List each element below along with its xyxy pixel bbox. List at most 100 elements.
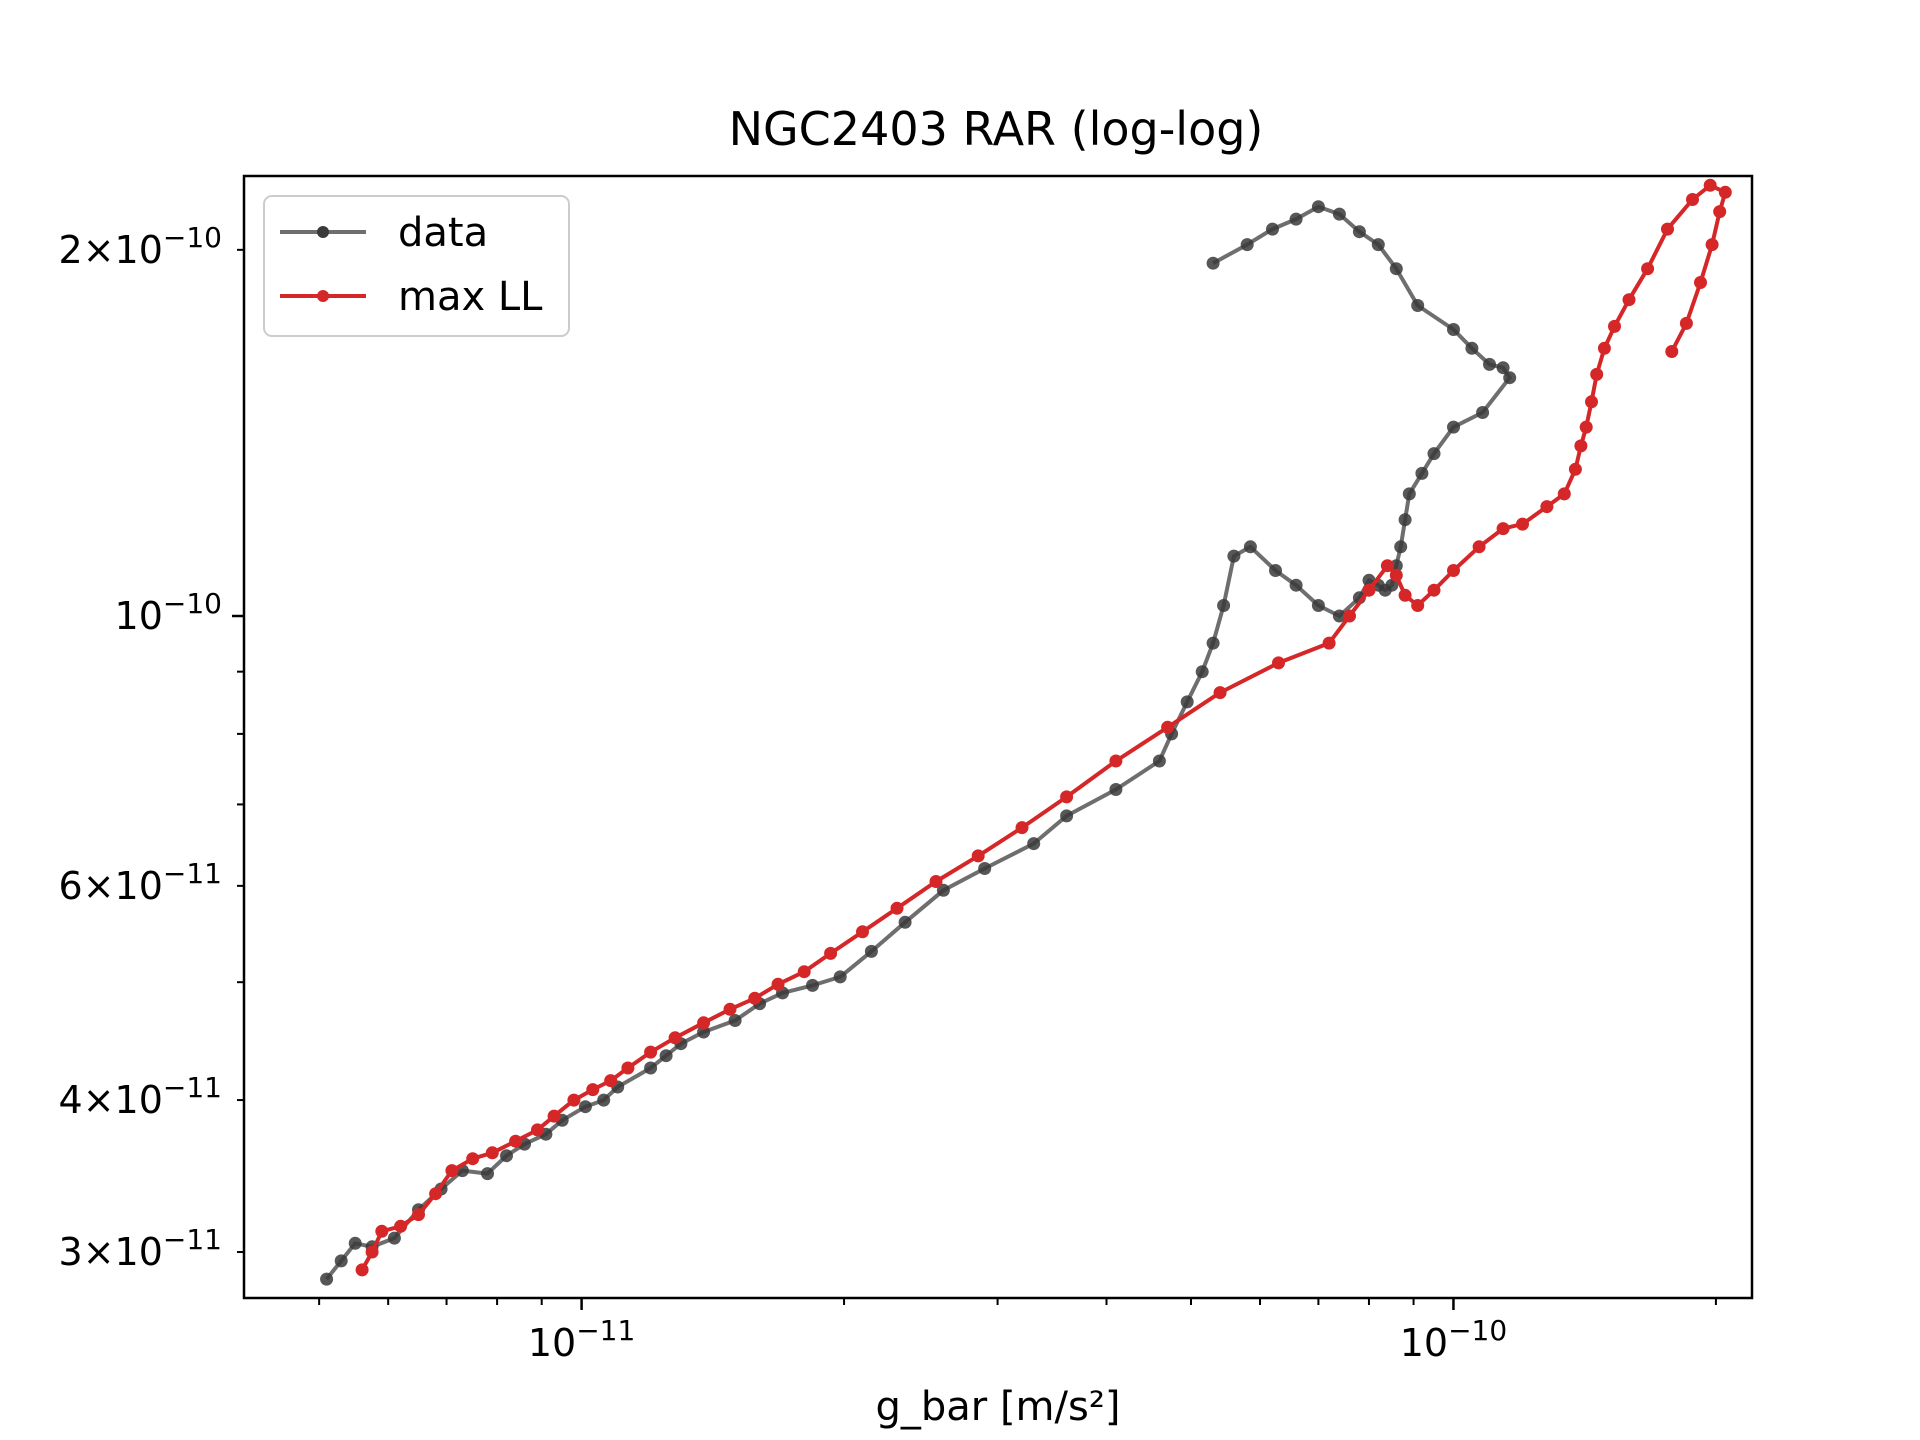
data-point bbox=[348, 1236, 362, 1250]
data-point bbox=[586, 1083, 600, 1097]
data-point bbox=[856, 925, 869, 939]
series-line-data bbox=[325, 204, 1512, 1281]
series-line-max-ll bbox=[360, 183, 1728, 1271]
data-point bbox=[806, 978, 819, 992]
data-point bbox=[578, 1100, 592, 1114]
data-point bbox=[1206, 256, 1220, 270]
data-point bbox=[1389, 262, 1403, 276]
data-point bbox=[978, 862, 992, 875]
plot-area bbox=[242, 174, 1754, 1300]
data-point bbox=[728, 1014, 742, 1027]
data-point bbox=[1266, 222, 1279, 236]
data-point bbox=[1503, 371, 1517, 385]
y-axis: 3×10−11 4×10−11 6×10−11 10−10 2×10−10 bbox=[59, 221, 244, 1274]
data-point bbox=[1597, 341, 1611, 355]
data-point bbox=[1180, 695, 1194, 709]
data-point bbox=[320, 1272, 334, 1286]
data-point bbox=[1389, 568, 1403, 582]
data-point bbox=[1705, 238, 1719, 252]
data-point bbox=[1394, 540, 1408, 554]
data-point bbox=[394, 1219, 408, 1233]
data-point bbox=[1476, 406, 1490, 419]
data-point bbox=[597, 1093, 611, 1107]
data-point bbox=[644, 1045, 658, 1059]
data-point bbox=[1665, 345, 1679, 358]
legend-marker-data bbox=[317, 226, 329, 238]
y-tick-label: 10−10 bbox=[115, 587, 222, 638]
data-point bbox=[1371, 238, 1385, 252]
data-point bbox=[1679, 316, 1693, 330]
data-point bbox=[1227, 549, 1241, 563]
data-point bbox=[936, 883, 950, 897]
data-point bbox=[500, 1149, 513, 1163]
data-point bbox=[748, 991, 762, 1005]
y-tick-label: 2×10−10 bbox=[59, 221, 222, 272]
data-point bbox=[485, 1146, 499, 1160]
data-point bbox=[1322, 636, 1336, 650]
data-point bbox=[644, 1061, 658, 1075]
data-point bbox=[1152, 754, 1166, 768]
data-point bbox=[971, 849, 985, 863]
data-point bbox=[1398, 513, 1412, 527]
data-point bbox=[1496, 361, 1510, 375]
chart-title: NGC2403 RAR (log-log) bbox=[729, 102, 1264, 156]
data-point bbox=[547, 1109, 561, 1123]
data-point bbox=[1311, 599, 1325, 612]
y-tick-label: 6×10−11 bbox=[59, 857, 222, 908]
data-point bbox=[864, 944, 878, 958]
data-point bbox=[1415, 466, 1429, 480]
data-point bbox=[1574, 439, 1588, 453]
data-point bbox=[1427, 583, 1441, 597]
data-point bbox=[1027, 837, 1041, 851]
data-point bbox=[659, 1049, 673, 1063]
legend-marker-max-ll bbox=[317, 290, 329, 302]
data-point bbox=[898, 915, 912, 929]
data-point bbox=[1608, 319, 1621, 333]
plot-frame bbox=[242, 174, 1754, 1300]
x-tick-label: 10−11 bbox=[528, 1314, 635, 1365]
x-tick-label: 10−10 bbox=[1400, 1314, 1507, 1365]
data-point bbox=[1380, 559, 1394, 573]
data-point bbox=[1472, 540, 1486, 554]
data-point bbox=[1718, 185, 1732, 199]
data-point bbox=[1694, 276, 1707, 289]
data-point bbox=[1195, 665, 1209, 679]
data-point bbox=[1483, 357, 1496, 371]
data-point bbox=[355, 1263, 369, 1277]
x-axis: 10−11 10−10 bbox=[318, 1298, 1717, 1365]
data-point bbox=[1447, 564, 1460, 577]
data-point bbox=[1332, 207, 1346, 221]
data-point bbox=[1447, 420, 1460, 434]
data-point bbox=[1343, 609, 1356, 623]
data-point bbox=[697, 1025, 711, 1039]
data-point bbox=[1579, 420, 1593, 434]
data-point bbox=[1447, 323, 1460, 336]
data-point bbox=[509, 1134, 523, 1148]
data-point bbox=[1540, 500, 1554, 514]
data-point bbox=[1703, 178, 1717, 192]
data-point bbox=[1311, 200, 1325, 214]
series-max-ll bbox=[355, 178, 1732, 1277]
data-point bbox=[621, 1061, 635, 1075]
data-point bbox=[1240, 238, 1254, 252]
legend-label-max-ll: max LL bbox=[398, 274, 543, 320]
data-point bbox=[1516, 517, 1529, 531]
data-point bbox=[334, 1254, 348, 1268]
data-point bbox=[1686, 193, 1699, 206]
data-point bbox=[1465, 341, 1479, 355]
data-point bbox=[1289, 212, 1303, 226]
data-point bbox=[412, 1208, 425, 1222]
data-point bbox=[375, 1224, 389, 1238]
data-point bbox=[1411, 299, 1425, 312]
data-point bbox=[797, 965, 811, 979]
data-point bbox=[1713, 205, 1727, 219]
data-point bbox=[833, 970, 847, 984]
data-point bbox=[1641, 262, 1655, 276]
data-point bbox=[929, 875, 943, 888]
data-point bbox=[429, 1187, 443, 1201]
legend-label-data: data bbox=[398, 210, 488, 256]
data-point bbox=[466, 1152, 480, 1166]
data-point bbox=[723, 1002, 737, 1016]
data-point bbox=[1269, 564, 1282, 577]
